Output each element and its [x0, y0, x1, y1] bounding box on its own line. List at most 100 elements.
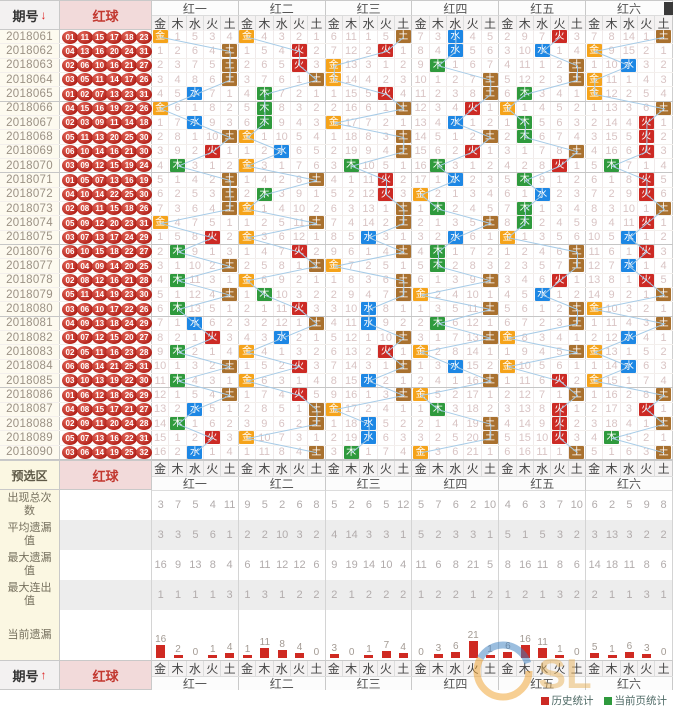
miss-count: 3: [221, 431, 239, 445]
miss-count: 7: [326, 216, 343, 230]
period-cell: 2018070: [0, 158, 60, 173]
element-cell: 土: [569, 144, 586, 158]
red-ball: 04: [62, 403, 78, 417]
miss-count: 5: [378, 30, 396, 44]
miss-count: 16: [517, 445, 534, 459]
sort-ascending-icon: ↑: [40, 668, 47, 682]
stat-value: 3: [556, 589, 563, 601]
miss-count: 1: [378, 201, 396, 216]
red-ball: 01: [62, 173, 78, 187]
stat-value: 2: [348, 499, 355, 511]
stat-value: 2: [522, 589, 529, 601]
miss-count: 3: [638, 316, 656, 330]
current-miss-value: 1: [557, 644, 563, 656]
period-column-header[interactable]: 期号 ↓: [0, 1, 60, 29]
miss-count: 4: [551, 216, 569, 230]
red-ball: 31: [136, 216, 152, 230]
miss-count: 10: [621, 201, 639, 216]
red-ball: 04: [76, 259, 93, 273]
element-cell: 木: [169, 244, 187, 259]
stat-value: 1: [209, 589, 216, 601]
element-cell: 火: [204, 330, 222, 345]
miss-count: 1: [308, 30, 326, 44]
miss-count: 3: [308, 359, 326, 373]
miss-count: 4: [551, 87, 569, 101]
miss-count: 18: [343, 416, 361, 431]
element-cell: 水: [187, 316, 205, 330]
element-tile-水: 水: [187, 116, 203, 130]
miss-count: 3: [430, 359, 448, 373]
corner-handle[interactable]: [664, 2, 673, 15]
miss-count: 5: [187, 187, 205, 201]
miss-count: 8: [274, 101, 291, 115]
current-miss-bar: [607, 655, 617, 658]
element-header-土: 土: [655, 461, 673, 476]
miss-count: 10: [586, 230, 604, 244]
miss-count: 12: [291, 230, 309, 244]
miss-count: 1: [482, 101, 500, 115]
miss-count: 10: [378, 330, 396, 345]
group-header-红二: 红二: [238, 677, 326, 691]
stat-value: 1: [244, 589, 251, 601]
miss-count: 14: [621, 30, 639, 44]
miss-count: 3: [326, 302, 343, 316]
element-tile-水: 水: [621, 230, 637, 244]
red-ball: 16: [106, 345, 123, 359]
period-column-footer[interactable]: 期号 ↑: [0, 661, 60, 689]
miss-count: 11: [586, 244, 604, 259]
stat-value: 2: [261, 529, 268, 541]
miss-count: 1: [447, 58, 465, 72]
miss-count: 6: [326, 30, 343, 44]
stat-value: 1: [522, 529, 529, 541]
miss-count: 2: [326, 287, 343, 302]
current-miss-value: 0: [660, 647, 667, 658]
miss-count: 5: [204, 216, 222, 230]
element-cell: 水: [360, 302, 378, 316]
miss-count: 2: [326, 431, 343, 445]
element-tile-土: 土: [482, 87, 498, 101]
element-tile-木: 木: [256, 116, 272, 130]
miss-count: 1: [187, 330, 205, 345]
stat-value: 3: [591, 529, 598, 541]
miss-count: 3: [517, 259, 534, 273]
miss-count: 2: [291, 416, 309, 431]
element-header-木: 木: [342, 16, 361, 31]
element-tile-水: 水: [274, 331, 290, 345]
element-tile-土: 土: [222, 44, 238, 58]
element-cell: 火: [551, 416, 569, 431]
red-ball: 07: [76, 231, 93, 245]
miss-count: 1: [551, 287, 569, 302]
element-tile-土: 土: [482, 431, 498, 445]
element-tile-火: 火: [204, 331, 220, 345]
stat-value: 2: [308, 520, 326, 550]
red-ball: 11: [76, 30, 93, 44]
red-ball: 31: [136, 431, 152, 445]
element-tile-土: 土: [482, 374, 498, 388]
element-header-金: 金: [499, 661, 517, 676]
element-header-木: 木: [256, 661, 274, 676]
red-balls-cell: 06 08 14 21 25 31: [60, 359, 152, 374]
current-miss-value: 3: [331, 642, 338, 654]
miss-count: 3: [395, 187, 413, 201]
element-tile-金: 金: [239, 130, 255, 144]
miss-count: 1: [499, 115, 517, 130]
miss-count: 8: [412, 44, 430, 58]
period-cell: 2018072: [0, 187, 60, 201]
red-ball: 03: [62, 302, 78, 316]
miss-count: 16: [343, 101, 361, 115]
red-ball: 27: [136, 245, 152, 259]
miss-count: 7: [482, 58, 500, 72]
element-tile-土: 土: [395, 130, 411, 144]
red-ball: 05: [76, 73, 93, 87]
miss-count: 1: [482, 388, 500, 402]
element-cell: 木: [169, 302, 187, 316]
red-ball: 05: [76, 173, 93, 187]
stat-value: 2: [569, 520, 586, 550]
stat-row-max_streak: 最大连出值 1 1 1 1 3 1 3 1 2 2 2 1 2 2 2 1 2 2 1 2 1 2 1 3 2 2 1 1 3 1: [0, 580, 673, 610]
miss-count: 1: [499, 345, 517, 359]
element-tile-土: 土: [569, 345, 585, 359]
miss-count: 1: [291, 316, 309, 330]
element-header-火: 火: [464, 16, 482, 31]
element-tile-土: 土: [222, 359, 238, 373]
miss-count: 11: [360, 173, 378, 187]
